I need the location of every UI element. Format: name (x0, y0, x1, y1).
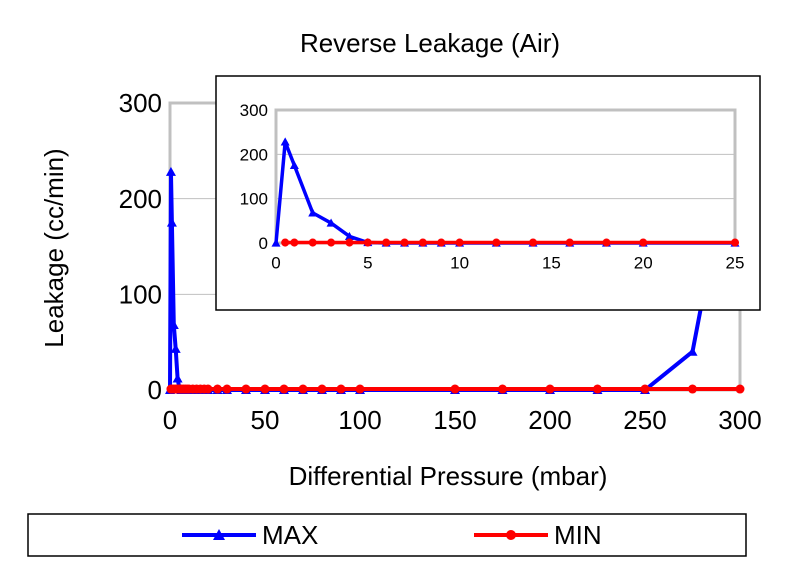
y-axis-label: Leakage (cc/min) (39, 148, 69, 347)
main-x-tick-label: 300 (718, 405, 761, 435)
inset-point-min (639, 238, 648, 247)
main-point-min (298, 384, 308, 394)
main-point-min (735, 384, 745, 394)
main-point-min (498, 384, 507, 394)
legend-item-min: MIN (474, 520, 602, 550)
inset-x-tick-label: 20 (634, 254, 653, 273)
inset-point-max (326, 218, 336, 227)
main-point-min (213, 384, 222, 394)
chart-title: Reverse Leakage (Air) (300, 28, 560, 58)
inset-y-tick-label: 0 (259, 234, 268, 253)
inset-point-max (344, 231, 354, 240)
inset-point-min (455, 238, 464, 247)
legend-circle-icon (506, 530, 516, 540)
main-y-tick-label: 300 (119, 88, 162, 118)
inset-point-max (289, 160, 299, 170)
main-point-max (166, 217, 177, 227)
main-point-min (317, 384, 327, 394)
main-x-tick-label: 200 (528, 405, 571, 435)
inset-point-max (280, 137, 290, 146)
inset-x-tick-label: 5 (363, 254, 372, 273)
inset-point-min (382, 238, 391, 247)
main-point-min (336, 384, 346, 394)
main-point-max (168, 319, 179, 329)
inset-point-min (602, 238, 611, 247)
main-point-min (241, 384, 251, 394)
main-point-max (165, 166, 176, 176)
inset-point-min (345, 238, 354, 247)
inset-x-tick-label: 10 (450, 254, 469, 273)
main-point-min (593, 384, 602, 394)
inset-point-min (400, 238, 409, 247)
inset-x-tick-label: 25 (726, 254, 745, 273)
main-point-min (355, 384, 365, 394)
main-y-tick-label: 100 (119, 279, 162, 309)
main-x-tick-label: 250 (623, 405, 666, 435)
inset-point-min (327, 238, 336, 247)
inset-x-tick-label: 0 (271, 254, 280, 273)
main-x-tick-label: 150 (433, 405, 476, 435)
legend-label-min: MIN (554, 520, 602, 550)
inset-point-max (271, 238, 281, 247)
x-axis-label: Differential Pressure (mbar) (289, 461, 608, 491)
main-point-min (279, 384, 289, 394)
inset-point-min (418, 238, 427, 247)
inset-x-tick-label: 15 (542, 254, 561, 273)
main-point-min (222, 384, 232, 394)
main-x-tick-label: 50 (251, 405, 280, 435)
main-y-tick-label: 200 (119, 184, 162, 214)
inset-point-min (730, 238, 740, 247)
main-point-min (688, 384, 697, 394)
main-point-max (687, 346, 698, 356)
main-x-tick-label: 0 (163, 405, 177, 435)
inset-point-min (437, 238, 446, 247)
legend-item-max: MAX (182, 520, 318, 550)
inset-point-min (528, 238, 538, 247)
inset-y-tick-label: 100 (240, 190, 268, 209)
legend-box (27, 513, 747, 557)
main-point-min (203, 384, 213, 394)
inset-point-min (290, 238, 299, 247)
legend-label-max: MAX (262, 520, 318, 550)
inset-point-max (308, 208, 318, 217)
legend-triangle-icon (213, 529, 225, 540)
main-point-min (545, 384, 555, 394)
inset-y-tick-label: 300 (240, 101, 268, 120)
inset-y-tick-label: 200 (240, 145, 268, 164)
inset-point-min (492, 238, 501, 247)
main-x-tick-label: 100 (338, 405, 381, 435)
main-y-tick-label: 0 (148, 375, 162, 405)
main-point-max (170, 343, 181, 353)
inset-point-min (565, 238, 574, 247)
main-point-min (450, 384, 460, 394)
inset-point-min (281, 238, 290, 247)
main-point-min (640, 384, 650, 394)
inset-point-min (308, 238, 317, 247)
inset-point-min (363, 238, 372, 247)
main-point-max (172, 373, 183, 383)
main-point-min (260, 384, 270, 394)
